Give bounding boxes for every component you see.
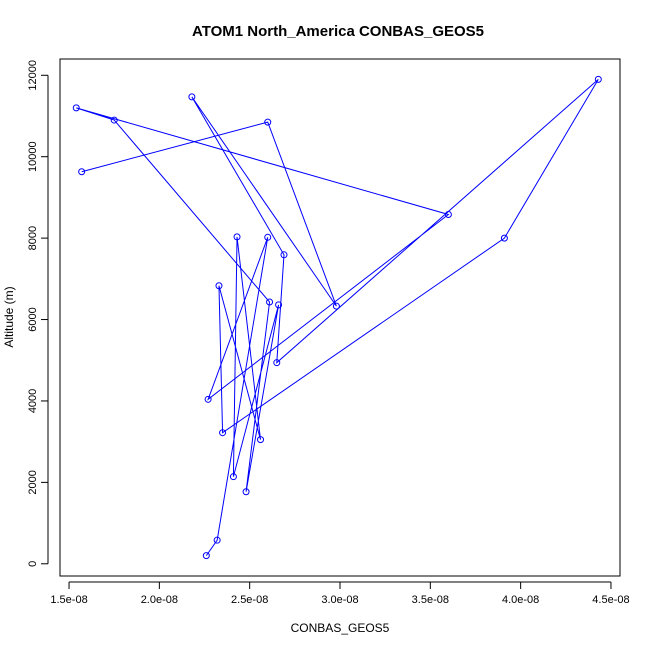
x-tick-label: 4.0e-08 [502, 594, 539, 606]
data-point [257, 436, 265, 444]
data-point [213, 536, 221, 544]
chart-title: ATOM1 North_America CONBAS_GEOS5 [192, 23, 484, 40]
data-point [204, 395, 212, 403]
data-point [229, 473, 237, 481]
y-tick-label: 4000 [27, 389, 39, 413]
data-point [500, 234, 508, 242]
data-point [72, 104, 80, 112]
x-axis: 1.5e-08 2.0e-08 2.5e-08 3.0e-08 3.5e-08 4.0e-… [50, 581, 630, 606]
x-tick-label: 3.5e-08 [412, 594, 449, 606]
data-point [273, 359, 281, 367]
y-tick-label: 2000 [27, 470, 39, 494]
x-tick-label: 3.0e-08 [321, 594, 358, 606]
data-point [594, 75, 602, 83]
data-point [264, 118, 272, 126]
x-tick-label: 4.5e-08 [592, 594, 629, 606]
plot-frame [59, 58, 621, 577]
data-point [280, 251, 288, 259]
y-tick-label: 10000 [27, 141, 39, 172]
x-tick-label: 2.5e-08 [231, 594, 268, 606]
data-point [233, 233, 241, 241]
data-point [275, 301, 283, 309]
y-tick-label: 6000 [27, 307, 39, 331]
data-point [202, 552, 210, 560]
data-point [444, 211, 452, 219]
x-tick-label: 2.0e-08 [141, 594, 178, 606]
y-tick-label: 12000 [27, 60, 39, 91]
x-axis-label: CONBAS_GEOS5 [291, 621, 390, 635]
data-point [264, 233, 272, 241]
data-point [78, 168, 86, 176]
data-point [219, 429, 227, 437]
y-axis: 0 2000 4000 6000 8000 10000 12000 [27, 60, 49, 567]
y-tick-label: 0 [27, 561, 39, 567]
series-layer [72, 75, 602, 560]
y-tick-label: 8000 [27, 226, 39, 250]
data-point [242, 488, 250, 496]
data-point [215, 282, 223, 290]
x-tick-label: 1.5e-08 [50, 594, 87, 606]
y-axis-label: Altitude (m) [2, 286, 16, 347]
data-point [188, 93, 196, 101]
series-line [76, 78, 599, 556]
data-point [332, 302, 340, 310]
data-point [266, 298, 274, 306]
data-point [110, 116, 118, 124]
